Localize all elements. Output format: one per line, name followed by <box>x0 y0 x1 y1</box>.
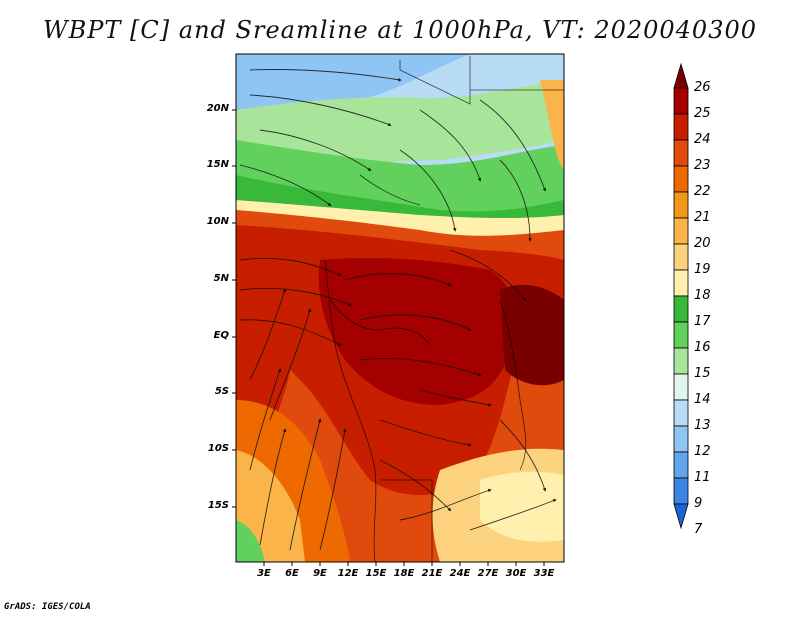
x-tick-label: 27E <box>477 568 499 579</box>
y-tick-label: EQ <box>213 330 229 341</box>
colorbar-label: 9 <box>694 496 703 511</box>
axis-ticks <box>232 109 545 566</box>
colorbar-label: 18 <box>694 288 711 303</box>
colorbar-label: 15 <box>694 366 711 381</box>
colorbar-swatch <box>673 191 689 219</box>
colorbar-swatch <box>673 425 689 453</box>
x-tick-label: 33E <box>533 568 555 579</box>
colorbar-label: 24 <box>694 132 711 147</box>
colorbar-bottom-triangle <box>673 503 689 530</box>
y-tick-label: 15S <box>207 500 229 511</box>
x-tick-label: 12E <box>337 568 359 579</box>
colorbar-label: 25 <box>694 106 711 121</box>
colorbar-label: 26 <box>694 80 711 95</box>
y-tick-label: 10N <box>206 216 229 227</box>
colorbar-label: 19 <box>694 262 711 277</box>
colorbar-label: 22 <box>694 184 711 199</box>
colorbar-swatch <box>673 295 689 323</box>
colorbar-top-triangle <box>673 62 689 89</box>
colorbar-swatch <box>673 347 689 375</box>
colorbar-label: 11 <box>694 470 711 485</box>
colorbar-swatch <box>673 399 689 427</box>
colorbar-label: 7 <box>694 522 703 537</box>
colorbar-label: 20 <box>694 236 711 251</box>
y-tick-label: 5S <box>214 386 229 397</box>
colorbar-swatch <box>673 243 689 271</box>
colorbar-swatch <box>673 451 689 479</box>
colorbar-swatch <box>673 477 689 505</box>
colorbar-swatch <box>673 321 689 349</box>
colorbar-swatch <box>673 113 689 141</box>
map-frame <box>235 53 565 563</box>
colorbar-swatch <box>673 165 689 193</box>
wbpt-field <box>236 54 564 562</box>
colorbar-swatch <box>673 269 689 297</box>
x-tick-label: 9E <box>313 568 327 579</box>
colorbar-label: 12 <box>694 444 711 459</box>
y-tick-label: 20N <box>206 103 229 114</box>
colorbar-label: 23 <box>694 158 711 173</box>
x-tick-label: 21E <box>421 568 443 579</box>
x-tick-label: 24E <box>449 568 471 579</box>
x-tick-label: 30E <box>505 568 527 579</box>
colorbar-swatch <box>673 139 689 167</box>
colorbar-label: 17 <box>694 314 711 329</box>
x-tick-label: 3E <box>257 568 271 579</box>
map-title: WBPT [C] and Sreamline at 1000hPa, VT: 2… <box>42 16 758 44</box>
x-tick-label: 6E <box>285 568 299 579</box>
colorbar-swatch <box>673 87 689 115</box>
x-tick-label: 18E <box>393 568 415 579</box>
y-tick-label: 10S <box>207 443 229 454</box>
y-tick-label: 5N <box>213 273 229 284</box>
y-tick-label: 15N <box>206 159 229 170</box>
colorbar-swatches <box>673 62 689 530</box>
colorbar-swatch <box>673 373 689 401</box>
x-tick-label: 15E <box>365 568 387 579</box>
colorbar-swatch <box>673 217 689 245</box>
colorbar-label: 16 <box>694 340 711 355</box>
grads-credit: GrADS: IGES/COLA <box>4 602 91 612</box>
colorbar-label: 13 <box>694 418 711 433</box>
colorbar-label: 14 <box>694 392 711 407</box>
colorbar-label: 21 <box>694 210 711 225</box>
